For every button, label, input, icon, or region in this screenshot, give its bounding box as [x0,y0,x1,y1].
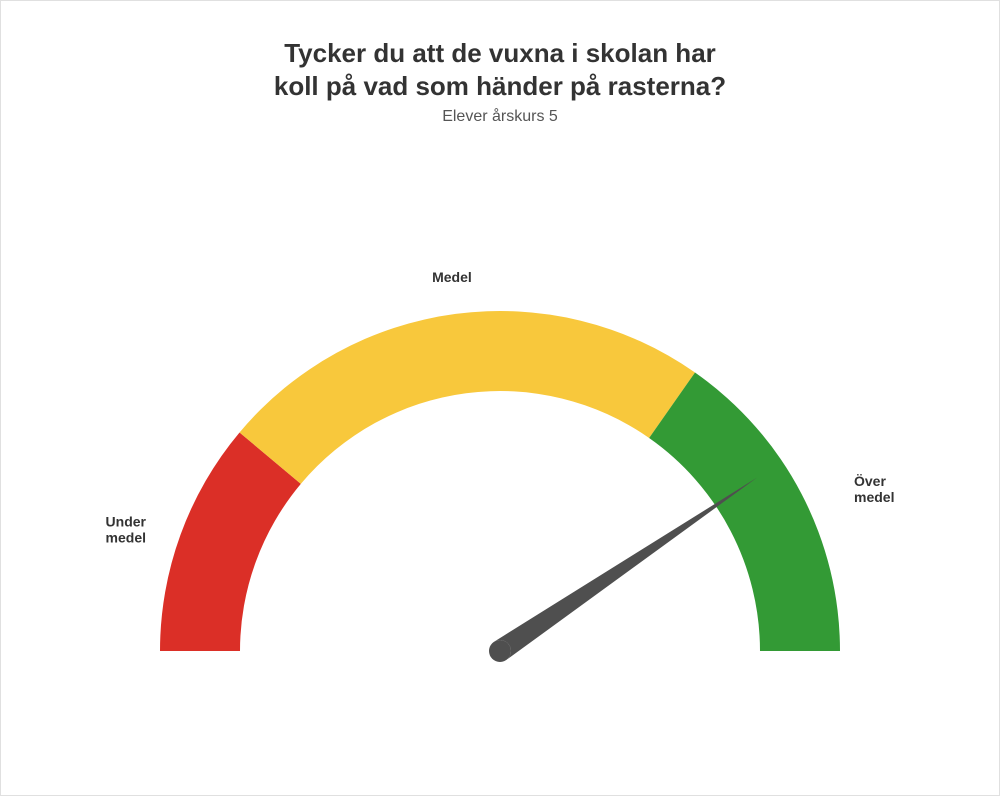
title-line-2: koll på vad som händer på rasterna? [274,71,726,101]
gauge-segment-2 [649,372,840,651]
gauge-chart: Undermedel Medel Övermedel [1,151,999,731]
gauge-segment-label-1: Medel [432,269,472,285]
gauge-segment-1 [240,311,695,484]
chart-frame: Tycker du att de vuxna i skolan har koll… [0,0,1000,796]
title-line-1: Tycker du att de vuxna i skolan har [284,38,716,68]
gauge-svg: Undermedel Medel Övermedel [40,151,960,731]
gauge-segment-label-0: Undermedel [106,514,147,546]
chart-subtitle: Elever årskurs 5 [1,108,999,126]
chart-title: Tycker du att de vuxna i skolan har koll… [1,37,999,102]
gauge-segment-label-2: Övermedel [854,473,894,505]
gauge-needle [494,478,757,660]
title-block: Tycker du att de vuxna i skolan har koll… [1,1,999,126]
gauge-hub [489,640,511,662]
